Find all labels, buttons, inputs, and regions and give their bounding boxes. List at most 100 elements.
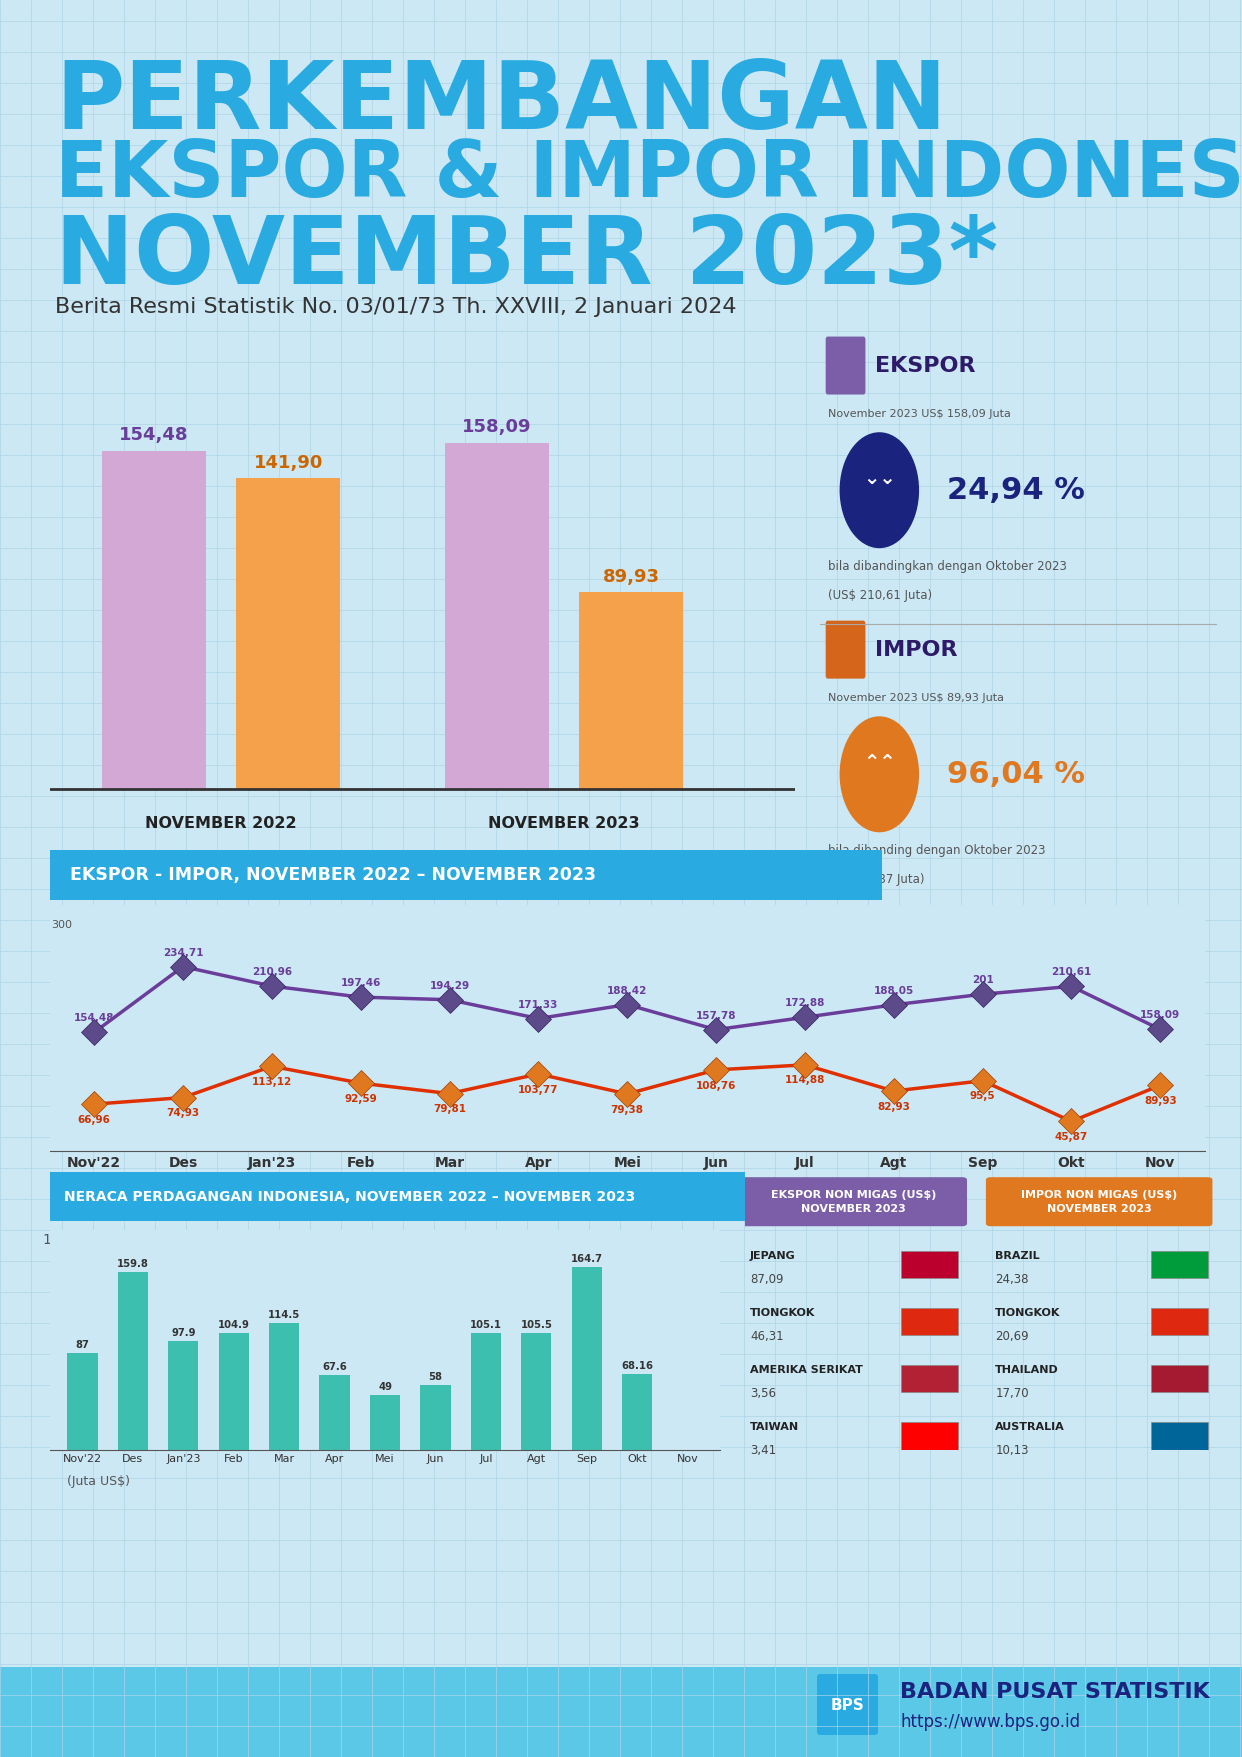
Text: 67.6: 67.6 — [322, 1362, 347, 1372]
FancyBboxPatch shape — [986, 1177, 1212, 1226]
Bar — [571, 1267, 602, 1450]
FancyBboxPatch shape — [900, 1307, 958, 1335]
Text: 79,81: 79,81 — [433, 1103, 466, 1114]
Bar — [579, 592, 683, 789]
Text: (US$ 210,61 Juta): (US$ 210,61 Juta) — [827, 589, 932, 601]
Text: 105.5: 105.5 — [520, 1320, 553, 1330]
Text: BPS: BPS — [830, 1697, 864, 1713]
Text: 46,31: 46,31 — [750, 1330, 784, 1342]
Text: THAILAND: THAILAND — [995, 1365, 1059, 1376]
Text: 89,93: 89,93 — [1144, 1096, 1176, 1105]
Text: November 2023 US$ 89,93 Juta: November 2023 US$ 89,93 Juta — [827, 692, 1004, 703]
Text: 66,96: 66,96 — [78, 1114, 111, 1124]
Bar — [522, 1332, 551, 1450]
Text: 89,93: 89,93 — [602, 568, 660, 585]
Text: 104.9: 104.9 — [217, 1321, 250, 1330]
Text: 108,76: 108,76 — [696, 1081, 737, 1091]
Text: ⌄⌄: ⌄⌄ — [863, 469, 895, 488]
Text: NOVEMBER 2023: NOVEMBER 2023 — [488, 815, 640, 831]
Text: TAIWAN: TAIWAN — [750, 1423, 799, 1432]
Text: NOVEMBER 2022: NOVEMBER 2022 — [145, 815, 297, 831]
Text: 92,59: 92,59 — [344, 1095, 378, 1103]
Text: Berita Resmi Statistik No. 03/01/73 Th. XXVIII, 2 Januari 2024: Berita Resmi Statistik No. 03/01/73 Th. … — [55, 297, 737, 316]
Text: EKSPOR & IMPOR INDONESIA: EKSPOR & IMPOR INDONESIA — [55, 137, 1242, 213]
Bar — [67, 1353, 98, 1450]
Bar — [370, 1395, 400, 1450]
FancyBboxPatch shape — [1151, 1251, 1207, 1277]
Text: 97.9: 97.9 — [171, 1328, 195, 1339]
Bar — [219, 1334, 248, 1450]
Text: 79,38: 79,38 — [611, 1105, 643, 1114]
Text: IMPOR NON MIGAS (US$)
NOVEMBER 2023: IMPOR NON MIGAS (US$) NOVEMBER 2023 — [1021, 1189, 1177, 1214]
Text: TIONGKOK: TIONGKOK — [995, 1307, 1061, 1318]
Text: 114.5: 114.5 — [268, 1309, 301, 1320]
Text: EKSPOR: EKSPOR — [876, 355, 976, 376]
Text: 159.8: 159.8 — [117, 1260, 149, 1270]
Text: 194,29: 194,29 — [430, 980, 469, 991]
Text: PERKEMBANGAN: PERKEMBANGAN — [55, 56, 946, 149]
Text: 100: 100 — [42, 1233, 68, 1247]
Text: 87,09: 87,09 — [750, 1272, 784, 1286]
Text: 105.1: 105.1 — [469, 1320, 502, 1330]
Text: 210,61: 210,61 — [1051, 968, 1092, 977]
Text: NOVEMBER 2023*: NOVEMBER 2023* — [55, 213, 999, 304]
Text: JEPANG: JEPANG — [750, 1251, 796, 1262]
Text: 24,38: 24,38 — [995, 1272, 1028, 1286]
Text: https://www.bps.go.id: https://www.bps.go.id — [900, 1713, 1081, 1731]
Text: TIONGKOK: TIONGKOK — [750, 1307, 815, 1318]
Text: 188,05: 188,05 — [873, 986, 914, 996]
Circle shape — [840, 717, 919, 833]
Text: 96,04 %: 96,04 % — [946, 759, 1086, 789]
Text: 114,88: 114,88 — [785, 1075, 825, 1086]
FancyBboxPatch shape — [1151, 1365, 1207, 1392]
Text: 154,48: 154,48 — [119, 427, 189, 445]
Text: 234,71: 234,71 — [163, 947, 204, 958]
Text: November 2023 US$ 158,09 Juta: November 2023 US$ 158,09 Juta — [827, 409, 1011, 418]
Text: 103,77: 103,77 — [518, 1084, 559, 1095]
Text: bila dibanding dengan Oktober 2023: bila dibanding dengan Oktober 2023 — [827, 843, 1046, 857]
Bar — [118, 1272, 148, 1450]
Text: 49: 49 — [378, 1383, 392, 1392]
Bar — [102, 452, 206, 789]
FancyBboxPatch shape — [817, 1674, 878, 1734]
FancyBboxPatch shape — [7, 849, 924, 901]
FancyBboxPatch shape — [15, 1170, 780, 1223]
Text: AUSTRALIA: AUSTRALIA — [995, 1423, 1066, 1432]
Text: IMPOR: IMPOR — [876, 640, 958, 659]
Bar — [622, 1374, 652, 1450]
Text: EKSPOR - IMPOR, NOVEMBER 2022 – NOVEMBER 2023: EKSPOR - IMPOR, NOVEMBER 2022 – NOVEMBER… — [71, 866, 596, 884]
Text: 158,09: 158,09 — [1140, 1010, 1180, 1021]
Text: 172,88: 172,88 — [785, 998, 825, 1009]
FancyBboxPatch shape — [1151, 1307, 1207, 1335]
Text: 45,87: 45,87 — [1054, 1132, 1088, 1142]
Text: 3,41: 3,41 — [750, 1444, 776, 1457]
Bar — [270, 1323, 299, 1450]
Circle shape — [840, 432, 919, 548]
Text: 154,48: 154,48 — [73, 1014, 114, 1023]
Text: bila dibandingkan dengan Oktober 2023: bila dibandingkan dengan Oktober 2023 — [827, 560, 1067, 573]
Bar — [445, 443, 549, 789]
Text: 58: 58 — [428, 1372, 442, 1383]
Text: 171,33: 171,33 — [518, 1000, 559, 1010]
Bar — [168, 1341, 199, 1450]
Bar — [319, 1374, 350, 1450]
Text: BADAN PUSAT STATISTIK: BADAN PUSAT STATISTIK — [900, 1681, 1210, 1703]
FancyBboxPatch shape — [900, 1365, 958, 1392]
Text: NERACA PERDAGANGAN INDONESIA, NOVEMBER 2022 – NOVEMBER 2023: NERACA PERDAGANGAN INDONESIA, NOVEMBER 2… — [63, 1189, 635, 1204]
FancyBboxPatch shape — [0, 1667, 1242, 1757]
Text: 210,96: 210,96 — [252, 966, 292, 977]
Text: 3,56: 3,56 — [750, 1386, 776, 1400]
Text: 188,42: 188,42 — [607, 986, 647, 996]
Text: 157,78: 157,78 — [696, 1010, 737, 1021]
Text: 68.16: 68.16 — [621, 1362, 653, 1370]
Text: 87: 87 — [76, 1341, 89, 1349]
FancyBboxPatch shape — [826, 620, 866, 678]
Text: AMERIKA SERIKAT: AMERIKA SERIKAT — [750, 1365, 863, 1376]
Text: (Juta US$): (Juta US$) — [67, 1476, 130, 1488]
Text: 95,5: 95,5 — [970, 1091, 995, 1102]
Text: 113,12: 113,12 — [252, 1077, 292, 1088]
Text: BRAZIL: BRAZIL — [995, 1251, 1040, 1262]
Text: ⌃⌃: ⌃⌃ — [863, 754, 895, 773]
Text: 201: 201 — [971, 975, 994, 986]
Text: 24,94 %: 24,94 % — [946, 476, 1084, 504]
